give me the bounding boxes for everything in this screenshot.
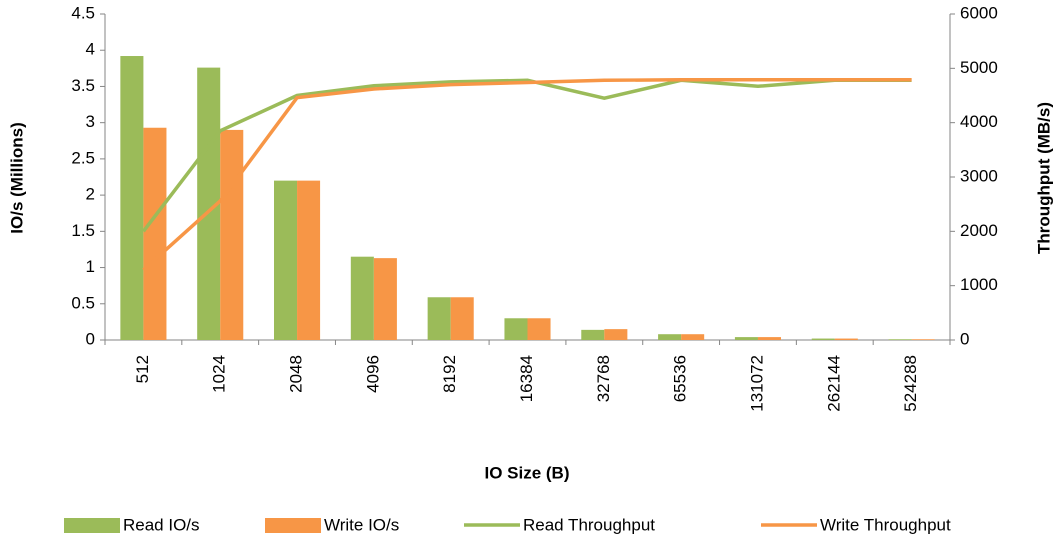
y2-axis-title: Throughput (MB/s) — [1034, 102, 1053, 254]
x-tick-label: 8192 — [440, 355, 459, 393]
y2-tick-label: 0 — [960, 329, 969, 348]
bar — [373, 258, 397, 340]
bar — [274, 180, 298, 340]
bar — [834, 338, 858, 340]
bar — [450, 297, 474, 340]
y-tick-label: 0 — [86, 329, 95, 348]
y-tick-label: 2 — [86, 185, 95, 204]
y-tick-label: 1 — [86, 257, 95, 276]
bar — [811, 338, 835, 340]
legend-label: Read Throughput — [523, 515, 655, 534]
y-tick-label: 3 — [86, 112, 95, 131]
bar — [220, 129, 244, 340]
x-tick-label: 2048 — [287, 355, 306, 393]
x-tick-label: 32768 — [594, 355, 613, 402]
y2-tick-label: 3000 — [960, 166, 998, 185]
x-tick-label: 4096 — [363, 355, 382, 393]
x-tick-label: 16384 — [517, 355, 536, 402]
legend-label: Write IO/s — [324, 515, 399, 534]
bar — [734, 337, 758, 340]
y2-tick-label: 1000 — [960, 275, 998, 294]
x-tick-label: 524288 — [901, 355, 920, 412]
line — [142, 78, 912, 233]
bar — [658, 334, 682, 340]
x-tick-label: 262144 — [824, 355, 843, 412]
y2-tick-label: 4000 — [960, 112, 998, 131]
bar — [427, 297, 451, 340]
line — [142, 77, 912, 272]
x-axis-title: IO Size (B) — [484, 463, 569, 482]
legend-label: Read IO/s — [123, 515, 200, 534]
bar — [581, 329, 605, 340]
bar — [757, 337, 781, 340]
x-tick-label: 1024 — [210, 355, 229, 393]
bar — [681, 334, 705, 340]
bar — [120, 56, 144, 341]
bar — [143, 127, 167, 340]
y2-tick-label: 5000 — [960, 58, 998, 77]
bar — [297, 180, 321, 340]
y-tick-label: 3.5 — [71, 76, 95, 95]
y2-tick-label: 6000 — [960, 3, 998, 22]
legend-label: Write Throughput — [820, 515, 951, 534]
y-tick-label: 1.5 — [71, 221, 95, 240]
bar — [350, 256, 374, 340]
y-tick-label: 4 — [86, 40, 95, 59]
legend-swatch — [265, 518, 321, 533]
x-tick-label: 65536 — [671, 355, 690, 402]
legend-swatch — [64, 518, 120, 533]
y-tick-label: 2.5 — [71, 148, 95, 167]
y-tick-label: 0.5 — [71, 293, 95, 312]
x-tick-label: 512 — [133, 355, 152, 383]
y2-tick-label: 2000 — [960, 221, 998, 240]
bar — [527, 318, 551, 340]
bar — [888, 339, 912, 340]
y-tick-label: 4.5 — [71, 3, 95, 22]
bar — [504, 318, 528, 340]
x-tick-label: 131072 — [747, 355, 766, 412]
y-axis-title: IO/s (Millions) — [7, 122, 26, 233]
bar — [604, 329, 628, 340]
bar — [911, 339, 935, 340]
